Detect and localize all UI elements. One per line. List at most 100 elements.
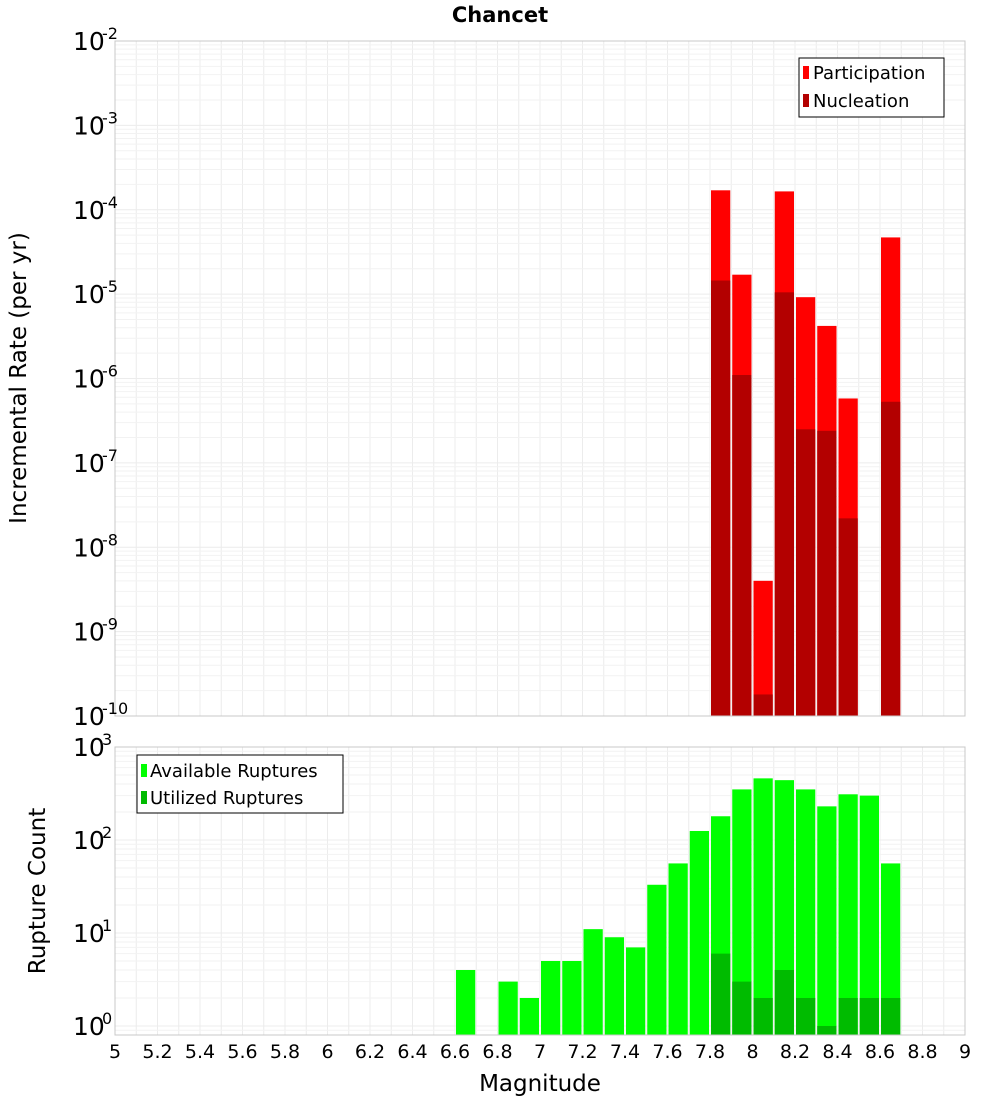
top-y-tick-label: 10 <box>73 280 105 309</box>
top-y-tick-label: 10 <box>73 196 105 225</box>
legend-swatch-participation <box>803 66 809 79</box>
legend-label-utilized: Utilized Ruptures <box>150 788 303 809</box>
bottom-panel-bars <box>456 778 901 1035</box>
top-y-tick-exponent: -4 <box>102 193 118 212</box>
bottom-bar-utilized-ruptures <box>732 981 752 1035</box>
x-tick-label: 5 <box>109 1041 121 1063</box>
bottom-y-tick-exponent: 1 <box>102 916 112 935</box>
top-y-tick-exponent: -9 <box>102 615 118 634</box>
bottom-bar-available-ruptures <box>456 969 476 1035</box>
bottom-bar-utilized-ruptures <box>859 997 879 1035</box>
x-tick-label: 7.4 <box>610 1041 640 1063</box>
top-panel-bars <box>711 190 901 717</box>
x-tick-label: 5.6 <box>227 1041 257 1063</box>
legend-swatch-nucleation <box>803 94 809 107</box>
legend-swatch-available <box>141 764 147 777</box>
top-y-tick-label: 10 <box>73 365 105 394</box>
top-y-tick-exponent: -8 <box>102 530 118 549</box>
x-tick-label: 8.2 <box>780 1041 810 1063</box>
top-bar-nucleation <box>796 429 816 716</box>
top-y-axis-label: Incremental Rate (per yr) <box>6 232 32 524</box>
top-bar-nucleation <box>711 280 731 716</box>
top-bar-nucleation <box>732 375 752 716</box>
top-legend: Participation Nucleation <box>798 57 945 118</box>
bottom-bar-available-ruptures <box>689 830 709 1035</box>
top-y-tick-label: 10 <box>73 533 105 562</box>
x-tick-label: 9 <box>959 1041 971 1063</box>
bottom-bar-utilized-ruptures <box>796 997 816 1035</box>
x-tick-label: 7 <box>534 1041 546 1063</box>
bottom-bar-available-ruptures <box>753 778 773 1035</box>
x-tick-labels: 5 5.2 5.4 5.6 5.8 6 6.2 6.4 6.6 6.8 7 7.2 7.4 7.6 7.8 8… <box>109 1041 971 1063</box>
bottom-bar-available-ruptures <box>519 997 539 1035</box>
legend-label-nucleation: Nucleation <box>813 91 909 112</box>
top-y-tick-exponent: -7 <box>102 446 118 465</box>
x-tick-label: 6.8 <box>482 1041 512 1063</box>
top-y-tick-exponent: -2 <box>102 24 118 43</box>
bottom-bar-available-ruptures <box>817 806 837 1035</box>
x-tick-label: 8 <box>746 1041 758 1063</box>
bottom-bar-available-ruptures <box>796 789 816 1035</box>
bottom-bar-available-ruptures <box>647 884 667 1035</box>
bottom-bar-available-ruptures <box>668 863 688 1035</box>
top-bar-nucleation <box>838 518 858 716</box>
bottom-y-tick-label: 10 <box>73 733 105 762</box>
bottom-bar-available-ruptures <box>626 947 646 1035</box>
x-tick-label: 8.4 <box>822 1041 852 1063</box>
x-tick-label: 6 <box>321 1041 333 1063</box>
x-tick-label: 7.6 <box>652 1041 682 1063</box>
bottom-bar-utilized-ruptures <box>774 969 794 1035</box>
bottom-y-tick-label: 10 <box>73 1012 105 1041</box>
top-panel-frame <box>114 40 966 717</box>
top-y-tick-label: 10 <box>73 702 105 731</box>
legend-label-participation: Participation <box>813 63 925 84</box>
top-y-tick-label: 10 <box>73 111 105 140</box>
legend-label-available: Available Ruptures <box>150 761 318 782</box>
x-tick-label: 7.8 <box>695 1041 725 1063</box>
bottom-panel-frame <box>114 746 966 1036</box>
x-tick-label: 8.6 <box>865 1041 895 1063</box>
bottom-y-tick-exponent: 0 <box>102 1009 112 1028</box>
x-axis-label: Magnitude <box>479 1071 601 1097</box>
bottom-y-tick-exponent: 2 <box>102 823 112 842</box>
top-bar-nucleation <box>881 401 901 716</box>
bottom-bar-utilized-ruptures <box>838 997 858 1035</box>
bottom-bar-available-ruptures <box>859 795 879 1035</box>
bottom-bar-available-ruptures <box>838 794 858 1035</box>
top-panel-grid <box>114 40 966 717</box>
x-tick-label: 6.6 <box>440 1041 470 1063</box>
legend-swatch-utilized <box>141 791 147 804</box>
top-bar-nucleation <box>774 292 794 716</box>
top-y-tick-label: 10 <box>73 27 105 56</box>
bottom-bar-available-ruptures <box>732 789 752 1035</box>
bottom-bar-utilized-ruptures <box>817 1025 837 1035</box>
x-tick-label: 5.4 <box>185 1041 215 1063</box>
top-y-tick-exponent: -6 <box>102 362 118 381</box>
top-y-tick-exponent: -3 <box>102 108 118 127</box>
bottom-bar-available-ruptures <box>498 981 518 1035</box>
x-tick-label: 5.8 <box>270 1041 300 1063</box>
bottom-bar-utilized-ruptures <box>711 953 731 1035</box>
x-tick-label: 6.4 <box>397 1041 427 1063</box>
bottom-bar-available-ruptures <box>583 929 603 1035</box>
bottom-bar-utilized-ruptures <box>753 997 773 1035</box>
bottom-bar-utilized-ruptures <box>881 997 901 1035</box>
bottom-bar-available-ruptures <box>541 960 561 1035</box>
bottom-y-tick-label: 10 <box>73 919 105 948</box>
top-y-tick-label: 10 <box>73 449 105 478</box>
chart-title: Chancet <box>452 3 548 27</box>
x-tick-label: 5.2 <box>142 1041 172 1063</box>
bottom-bar-available-ruptures <box>562 960 582 1035</box>
top-bar-participation <box>753 580 773 716</box>
bottom-y-axis-label: Rupture Count <box>25 808 51 974</box>
top-bar-nucleation <box>753 694 773 716</box>
top-bar-nucleation <box>817 430 837 716</box>
bottom-y-tick-label: 10 <box>73 826 105 855</box>
bottom-y-tick-exponent: 3 <box>102 730 112 749</box>
x-tick-label: 8.8 <box>907 1041 937 1063</box>
bottom-legend: Available Ruptures Utilized Ruptures <box>136 754 344 814</box>
bottom-legend-box <box>136 754 344 814</box>
